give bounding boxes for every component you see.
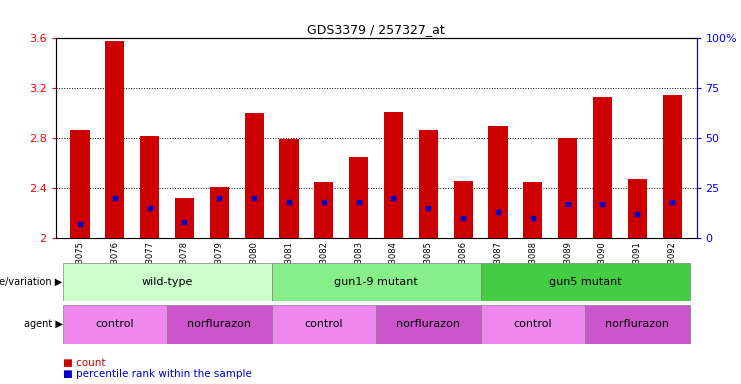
Bar (376, 305, 481, 344)
Bar (62, 263, 271, 301)
Bar (314, 182, 333, 238)
Text: control: control (305, 319, 343, 329)
Title: GDS3379 / 257327_at: GDS3379 / 257327_at (308, 23, 445, 36)
Text: norflurazon: norflurazon (396, 319, 460, 329)
Bar (523, 182, 542, 238)
Bar (593, 97, 612, 238)
Text: norflurazon: norflurazon (187, 319, 251, 329)
Bar (488, 126, 508, 238)
Bar (175, 198, 194, 238)
Bar (245, 113, 264, 238)
Bar (419, 129, 438, 238)
Text: control: control (96, 319, 134, 329)
Bar (70, 129, 90, 238)
Text: norflurazon: norflurazon (605, 319, 669, 329)
Bar (628, 179, 647, 238)
Bar (585, 305, 690, 344)
Bar (167, 305, 271, 344)
Bar (279, 139, 299, 238)
Text: gun1-9 mutant: gun1-9 mutant (334, 277, 418, 287)
Bar (349, 157, 368, 238)
Bar (453, 180, 473, 238)
Text: agent ▶: agent ▶ (24, 319, 62, 329)
Bar (384, 112, 403, 238)
Bar (481, 305, 585, 344)
Bar (105, 41, 124, 238)
Bar (662, 94, 682, 238)
Text: ■ count: ■ count (63, 358, 105, 368)
Text: control: control (514, 319, 552, 329)
Bar (558, 138, 577, 238)
Text: wild-type: wild-type (142, 277, 193, 287)
Bar (62, 305, 167, 344)
Text: gun5 mutant: gun5 mutant (549, 277, 622, 287)
Bar (271, 263, 481, 301)
Text: genotype/variation ▶: genotype/variation ▶ (0, 277, 62, 287)
Bar (481, 263, 690, 301)
Bar (271, 305, 376, 344)
Bar (210, 187, 229, 238)
Bar (140, 136, 159, 238)
Text: ■ percentile rank within the sample: ■ percentile rank within the sample (63, 369, 252, 379)
